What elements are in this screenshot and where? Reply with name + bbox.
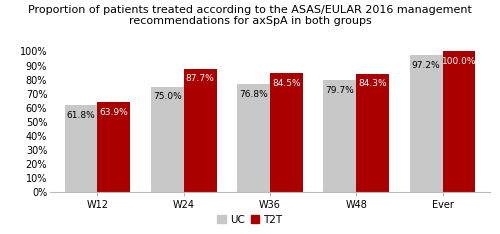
Bar — [98, 102, 130, 192]
Text: 61.8%: 61.8% — [66, 111, 96, 120]
Bar — [410, 55, 442, 192]
Bar — [64, 105, 98, 192]
Legend: UC, T2T: UC, T2T — [213, 210, 287, 229]
Text: 84.5%: 84.5% — [272, 79, 300, 88]
Text: 100.0%: 100.0% — [442, 57, 476, 66]
Bar — [356, 73, 389, 192]
Text: 87.7%: 87.7% — [186, 74, 214, 83]
Text: Proportion of patients treated according to the ASAS/EULAR 2016 management
recom: Proportion of patients treated according… — [28, 5, 472, 26]
Text: 79.7%: 79.7% — [326, 86, 354, 95]
Bar — [442, 51, 476, 192]
Text: 97.2%: 97.2% — [412, 61, 440, 70]
Bar — [237, 84, 270, 192]
Bar — [151, 87, 184, 192]
Text: 84.3%: 84.3% — [358, 79, 387, 88]
Text: 63.9%: 63.9% — [100, 108, 128, 117]
Text: 75.0%: 75.0% — [153, 92, 182, 101]
Text: 76.8%: 76.8% — [239, 90, 268, 99]
Bar — [324, 80, 356, 192]
Bar — [270, 73, 303, 192]
Bar — [184, 69, 216, 192]
